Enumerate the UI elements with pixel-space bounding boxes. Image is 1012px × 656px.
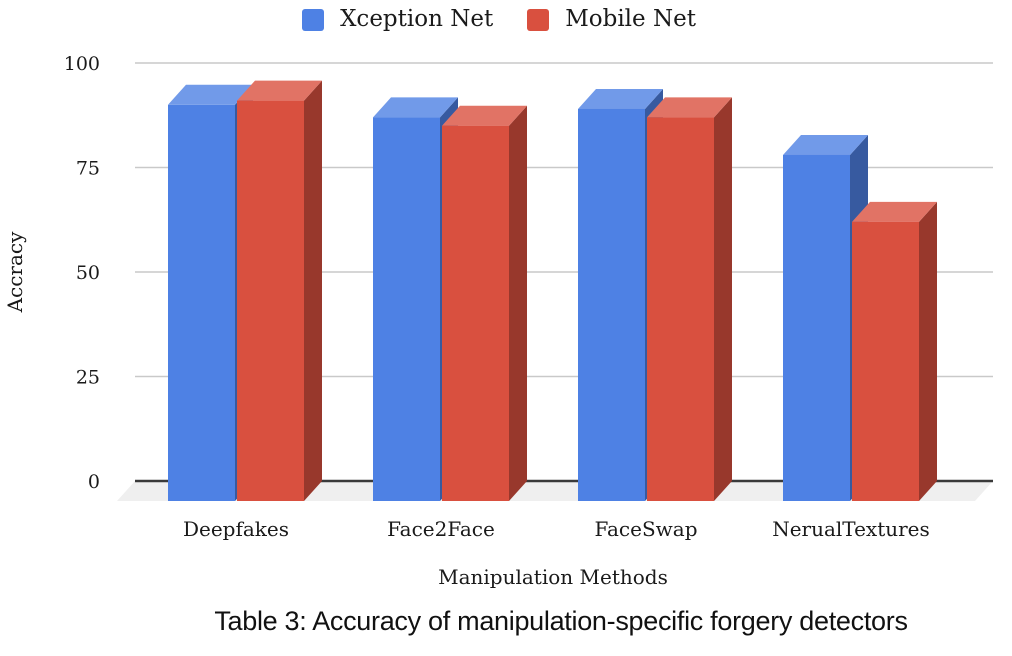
bar-mobile-net-deepfakes-side bbox=[304, 80, 322, 502]
x-tick-label: NerualTextures bbox=[772, 517, 930, 541]
bar-xception-net-nerualtextures bbox=[783, 154, 850, 501]
bar-xception-net-faceswap bbox=[578, 108, 645, 501]
bar-mobile-net-nerualtextures-top bbox=[852, 201, 937, 222]
legend-item-mobile: Mobile Net bbox=[527, 8, 696, 31]
bar-xception-net-deepfakes bbox=[168, 104, 235, 502]
bar-mobile-net-faceswap bbox=[647, 117, 714, 501]
figure-caption: Table 3: Accuracy of manipulation-specif… bbox=[214, 606, 908, 636]
y-tick-label: 75 bbox=[76, 158, 100, 180]
y-tick-label: 100 bbox=[64, 53, 100, 75]
bar-mobile-net-nerualtextures-side bbox=[919, 201, 937, 501]
bar-xception-net-faceswap-top bbox=[578, 88, 663, 109]
bar-mobile-net-face2face-top bbox=[442, 105, 527, 126]
y-tick-label: 25 bbox=[76, 367, 100, 389]
chart-floor bbox=[117, 481, 993, 501]
x-tick-label: Deepfakes bbox=[183, 517, 289, 541]
bar-mobile-net-nerualtextures bbox=[852, 221, 919, 501]
legend-label-mobile: Mobile Net bbox=[565, 6, 696, 32]
y-tick-label: 50 bbox=[76, 262, 100, 284]
x-tick-label: Face2Face bbox=[387, 517, 495, 541]
bar-xception-net-deepfakes-top bbox=[168, 84, 253, 105]
legend-swatch-xception bbox=[302, 8, 325, 31]
x-axis-title: Manipulation Methods bbox=[438, 565, 668, 589]
bar-xception-net-nerualtextures-top bbox=[783, 134, 868, 155]
bar-xception-net-face2face-top bbox=[373, 97, 458, 118]
bar-mobile-net-faceswap-top bbox=[647, 97, 732, 118]
bar-mobile-net-face2face-side bbox=[509, 105, 527, 501]
legend-label-xception: Xception Net bbox=[340, 6, 494, 32]
bar-mobile-net-deepfakes-top bbox=[237, 80, 322, 101]
y-tick-label: 0 bbox=[88, 471, 100, 493]
chart-legend: Xception Net Mobile Net bbox=[0, 8, 998, 31]
bar-chart: Deepfakes Face2Face FaceSwap NerualTextures… bbox=[3, 53, 993, 589]
bar-xception-net-face2face bbox=[373, 117, 440, 501]
bar-mobile-net-faceswap-side bbox=[714, 97, 732, 501]
legend-item-xception: Xception Net bbox=[302, 8, 493, 31]
x-tick-label: FaceSwap bbox=[594, 517, 697, 541]
bar-mobile-net-face2face bbox=[442, 125, 509, 501]
bar-mobile-net-deepfakes bbox=[237, 100, 304, 502]
y-axis-title: Accracy bbox=[3, 231, 27, 314]
legend-swatch-mobile bbox=[527, 8, 550, 31]
